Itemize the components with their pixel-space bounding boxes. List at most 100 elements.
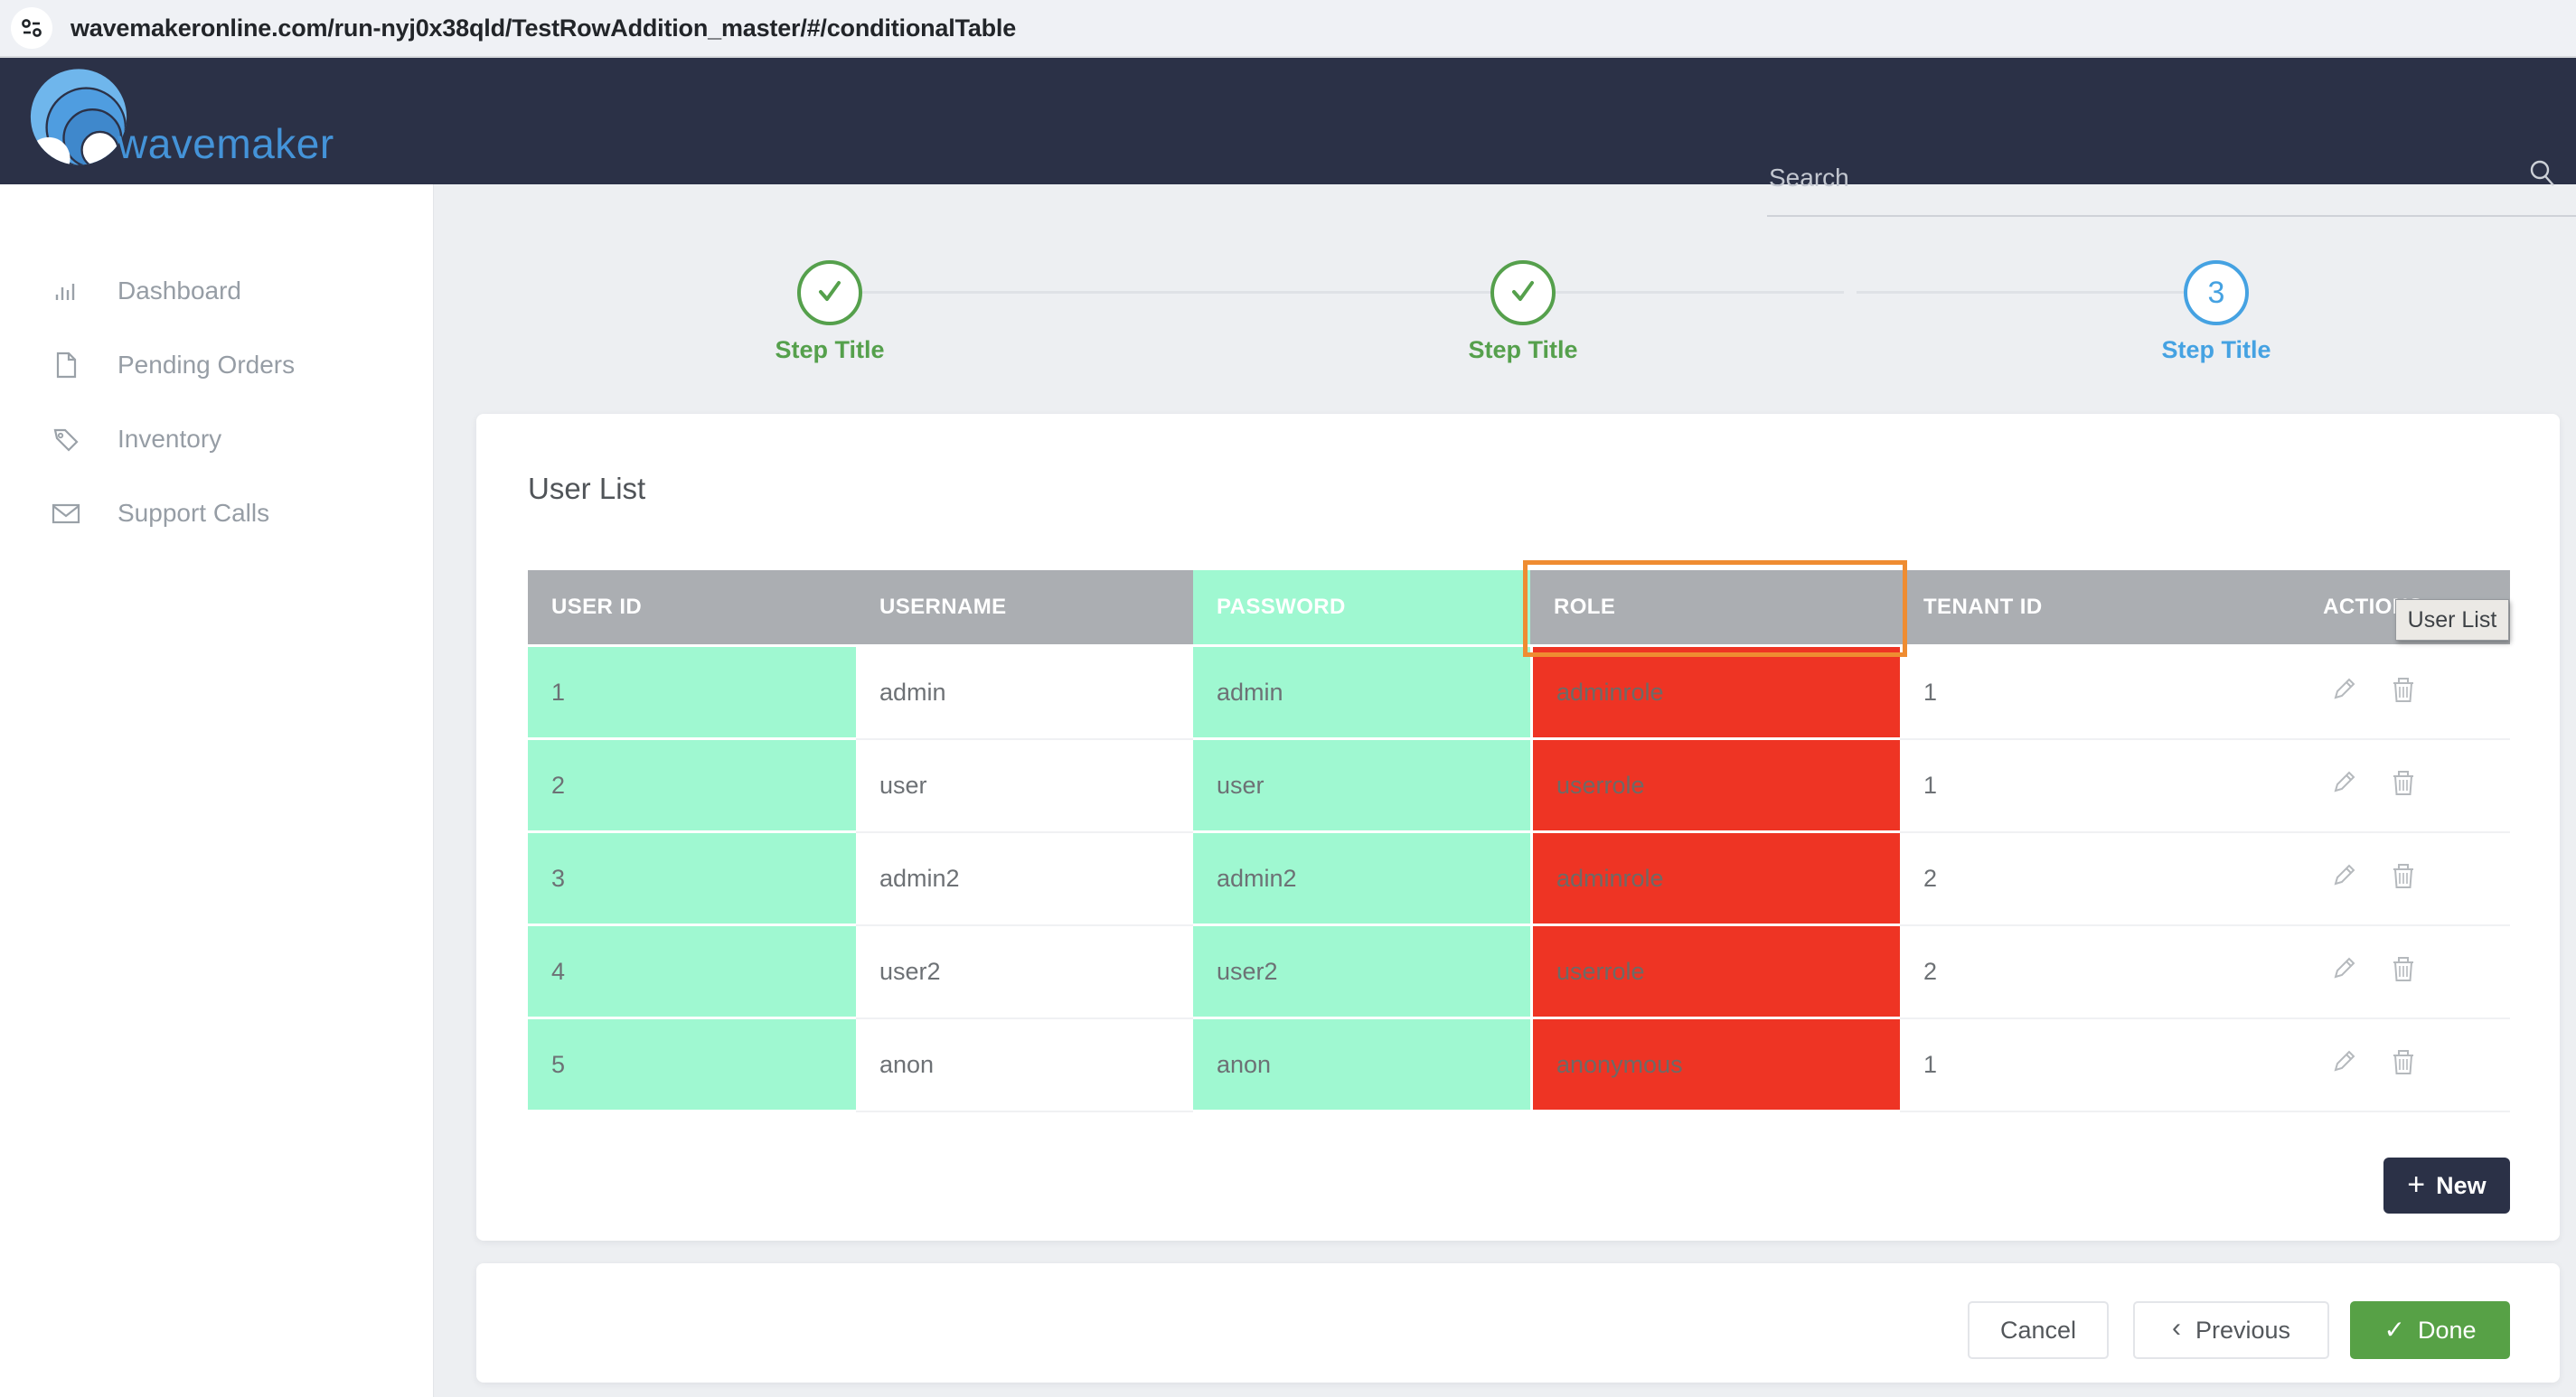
wizard-connector xyxy=(1857,291,2184,294)
edit-row-icon[interactable] xyxy=(2329,768,2358,803)
cell-password: user2 xyxy=(1193,926,1530,1019)
document-icon xyxy=(51,350,81,380)
cell-user-id: 1 xyxy=(528,647,856,740)
edit-row-icon[interactable] xyxy=(2329,861,2358,896)
table-header-row: USER ID USERNAME PASSWORD ROLE TENANT ID… xyxy=(528,570,2510,647)
cell-actions xyxy=(2236,926,2510,1019)
sidebar-item-pending-orders[interactable]: Pending Orders xyxy=(0,328,433,402)
cell-username: anon xyxy=(856,1019,1193,1112)
delete-row-icon[interactable] xyxy=(2390,861,2417,896)
cell-tenant-id: 2 xyxy=(1900,926,2236,1019)
chevron-left-icon: ‹ xyxy=(2172,1315,2181,1342)
sidebar-item-label: Pending Orders xyxy=(118,351,295,380)
wizard-step-2-label: Step Title xyxy=(1387,336,1659,364)
table-row: 1 admin admin adminrole 1 xyxy=(528,647,2510,740)
wizard-step-1-circle[interactable] xyxy=(797,260,862,325)
wizard-connector xyxy=(1556,291,1844,294)
cell-role: userrole xyxy=(1530,740,1900,833)
sidebar-item-label: Dashboard xyxy=(118,277,241,305)
envelope-icon xyxy=(51,498,81,529)
cell-role: userrole xyxy=(1530,926,1900,1019)
plus-icon: + xyxy=(2407,1169,2425,1200)
check-icon: ✓ xyxy=(2383,1317,2404,1343)
sidebar-item-inventory[interactable]: Inventory xyxy=(0,402,433,476)
sidebar-item-dashboard[interactable]: Dashboard xyxy=(0,254,433,328)
cell-password: admin xyxy=(1193,647,1530,740)
cell-user-id: 4 xyxy=(528,926,856,1019)
search-area xyxy=(1767,116,2576,242)
wizard-step-3-label: Step Title xyxy=(2081,336,2352,364)
previous-label: Previous xyxy=(2195,1317,2290,1345)
brand-name: wavemaker xyxy=(118,119,334,168)
wizard-footer-bar: Cancel ‹ Previous ✓ Done xyxy=(476,1263,2560,1383)
cell-actions xyxy=(2236,1019,2510,1112)
cancel-label: Cancel xyxy=(2000,1317,2076,1345)
previous-button[interactable]: ‹ Previous xyxy=(2133,1301,2329,1359)
user-table: USER ID USERNAME PASSWORD ROLE TENANT ID… xyxy=(528,570,2510,1112)
table-row: 2 user user userrole 1 xyxy=(528,740,2510,833)
table-row: 4 user2 user2 userrole 2 xyxy=(528,926,2510,1019)
column-header-tenant-id[interactable]: TENANT ID xyxy=(1900,570,2236,647)
check-icon xyxy=(812,273,848,314)
cell-actions xyxy=(2236,740,2510,833)
wizard-step-1-label: Step Title xyxy=(694,336,965,364)
sidebar-nav: Dashboard Pending Orders Inventory Suppo… xyxy=(0,184,434,1397)
cell-actions xyxy=(2236,833,2510,926)
sidebar-item-support-calls[interactable]: Support Calls xyxy=(0,476,433,550)
user-table-wrap: USER ID USERNAME PASSWORD ROLE TENANT ID… xyxy=(528,570,2510,1112)
wizard-connector xyxy=(862,291,1490,294)
column-header-username[interactable]: USERNAME xyxy=(856,570,1193,647)
address-bar[interactable]: wavemakeronline.com/run-nyj0x38qld/TestR… xyxy=(71,14,1016,42)
app-header: wavemaker xyxy=(0,58,2576,184)
cell-tenant-id: 2 xyxy=(1900,833,2236,926)
new-button[interactable]: + New xyxy=(2383,1158,2510,1214)
search-input[interactable] xyxy=(1767,152,2530,204)
cell-username: user2 xyxy=(856,926,1193,1019)
delete-row-icon[interactable] xyxy=(2390,675,2417,710)
user-list-tooltip: User List xyxy=(2395,599,2509,641)
cell-tenant-id: 1 xyxy=(1900,1019,2236,1112)
done-label: Done xyxy=(2418,1317,2477,1345)
cancel-button[interactable]: Cancel xyxy=(1968,1301,2109,1359)
cell-tenant-id: 1 xyxy=(1900,740,2236,833)
cell-username: user xyxy=(856,740,1193,833)
browser-url-bar: wavemakeronline.com/run-nyj0x38qld/TestR… xyxy=(0,0,2576,58)
cell-tenant-id: 1 xyxy=(1900,647,2236,740)
delete-row-icon[interactable] xyxy=(2390,768,2417,803)
step-number: 3 xyxy=(2208,276,2225,311)
wizard-step-2-circle[interactable] xyxy=(1490,260,1556,325)
column-header-password[interactable]: PASSWORD xyxy=(1193,570,1530,647)
sidebar-item-label: Inventory xyxy=(118,425,221,454)
delete-row-icon[interactable] xyxy=(2390,954,2417,989)
cell-user-id: 5 xyxy=(528,1019,856,1112)
table-row: 3 admin2 admin2 adminrole 2 xyxy=(528,833,2510,926)
column-header-user-id[interactable]: USER ID xyxy=(528,570,856,647)
cell-role: adminrole xyxy=(1530,647,1900,740)
delete-row-icon[interactable] xyxy=(2390,1047,2417,1083)
tag-icon xyxy=(51,424,81,455)
bar-chart-icon xyxy=(51,276,81,306)
cell-username: admin2 xyxy=(856,833,1193,926)
page-title: User List xyxy=(528,472,645,506)
check-icon xyxy=(1505,273,1541,314)
edit-row-icon[interactable] xyxy=(2329,675,2358,710)
cell-password: admin2 xyxy=(1193,833,1530,926)
search-icon[interactable] xyxy=(2526,157,2559,194)
wizard-step-3-circle[interactable]: 3 xyxy=(2184,260,2249,325)
user-list-panel: User List USER ID USERNAME PASSWORD ROLE… xyxy=(476,414,2560,1241)
sidebar-item-label: Support Calls xyxy=(118,499,269,528)
cell-user-id: 2 xyxy=(528,740,856,833)
edit-row-icon[interactable] xyxy=(2329,1047,2358,1083)
cell-role: anonymous xyxy=(1530,1019,1900,1112)
cell-actions xyxy=(2236,647,2510,740)
done-button[interactable]: ✓ Done xyxy=(2350,1301,2510,1359)
cell-password: user xyxy=(1193,740,1530,833)
table-row: 5 anon anon anonymous 1 xyxy=(528,1019,2510,1112)
cell-role: adminrole xyxy=(1530,833,1900,926)
site-settings-icon[interactable] xyxy=(11,7,52,49)
edit-row-icon[interactable] xyxy=(2329,954,2358,989)
wavemaker-logo[interactable]: wavemaker xyxy=(25,67,414,175)
cell-password: anon xyxy=(1193,1019,1530,1112)
cell-user-id: 3 xyxy=(528,833,856,926)
column-header-role[interactable]: ROLE xyxy=(1530,570,1900,647)
